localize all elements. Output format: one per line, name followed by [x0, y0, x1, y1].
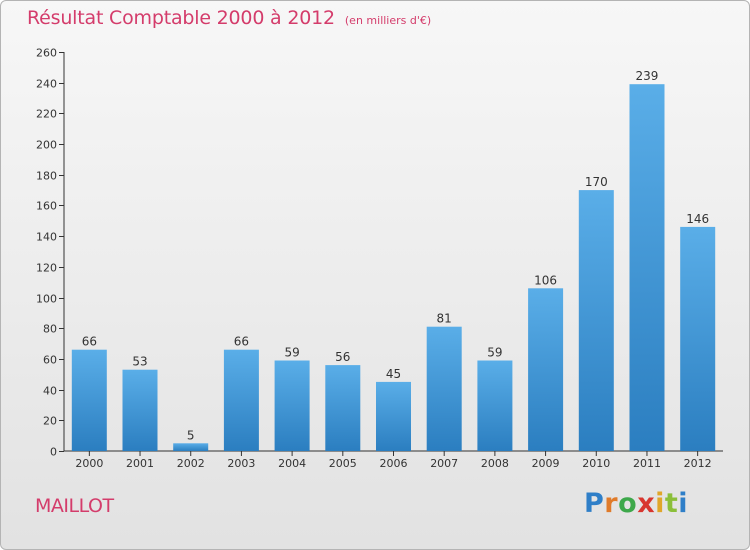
bar: [528, 288, 564, 451]
y-tick-label: 40: [43, 385, 57, 398]
y-tick-label: 80: [43, 323, 57, 336]
data-label: 106: [534, 273, 557, 287]
y-tick-label: 240: [36, 78, 57, 91]
data-label: 170: [585, 175, 608, 189]
data-label: 239: [636, 69, 659, 83]
chart-title: Résultat Comptable 2000 à 2012: [27, 7, 335, 29]
y-tick-label: 20: [43, 415, 57, 428]
x-tick-label: 2002: [177, 457, 205, 470]
data-labels: 66 53 5 66 59 56 45 81 59 106 170 239 146: [82, 69, 709, 442]
logo-letter: x: [637, 488, 656, 519]
x-tick-label: 2000: [75, 457, 103, 470]
bar: [71, 349, 107, 451]
x-tick-label: 2004: [278, 457, 306, 470]
logo-letter: r: [604, 488, 619, 519]
bar: [122, 369, 158, 451]
x-tick-label: 2005: [329, 457, 357, 470]
y-tick-label: 0: [50, 446, 57, 459]
bar: [477, 360, 513, 451]
x-tick-label: 2001: [126, 457, 154, 470]
data-label: 45: [386, 367, 401, 381]
bar: [376, 381, 411, 451]
data-label: 5: [187, 428, 195, 442]
y-tick-label: 180: [36, 170, 57, 183]
x-tick-label: 2006: [380, 457, 408, 470]
x-tick-label: 2007: [430, 457, 458, 470]
data-label: 66: [82, 335, 97, 349]
x-tick-label: 2008: [481, 457, 509, 470]
commune-name: MAILLOT: [35, 495, 114, 517]
logo-letter: t: [664, 488, 679, 519]
data-label: 53: [132, 355, 147, 369]
bar: [426, 326, 462, 451]
y-tick-label: 100: [36, 293, 57, 306]
x-tick-label: 2011: [633, 457, 661, 470]
bar: [629, 84, 665, 451]
proxiti-logo: Proxiti: [584, 488, 688, 519]
bar: [223, 349, 259, 451]
y-tick-label: 120: [36, 262, 57, 275]
logo-letter: P: [584, 488, 605, 519]
bars: [71, 84, 716, 451]
y-tick-label: 140: [36, 231, 57, 244]
bar: [578, 190, 614, 451]
data-label: 56: [335, 350, 350, 364]
data-label: 146: [686, 212, 709, 226]
data-label: 81: [437, 312, 452, 326]
chart-subtitle: (en milliers d'€): [344, 14, 432, 27]
data-label: 66: [234, 335, 249, 349]
chart-header: Résultat Comptable 2000 à 2012 (en millie…: [27, 7, 431, 29]
y-tick-label: 200: [36, 139, 57, 152]
logo-letter: o: [618, 488, 638, 519]
x-tick-label: 2003: [227, 457, 255, 470]
bar: [173, 443, 209, 451]
y-tick-label: 220: [36, 108, 57, 121]
bar: [325, 365, 361, 451]
bar: [680, 226, 716, 451]
y-tick-label: 60: [43, 354, 57, 367]
x-tick-label: 2010: [582, 457, 610, 470]
logo-letter: i: [678, 488, 689, 519]
bar: [274, 360, 310, 451]
x-tick-label: 2012: [684, 457, 712, 470]
logo-letter: i: [655, 488, 665, 519]
data-label: 59: [487, 346, 502, 360]
y-tick-label: 160: [36, 200, 57, 213]
x-tick-label: 2009: [532, 457, 560, 470]
data-label: 59: [284, 346, 299, 360]
y-tick-label: 260: [36, 47, 57, 60]
